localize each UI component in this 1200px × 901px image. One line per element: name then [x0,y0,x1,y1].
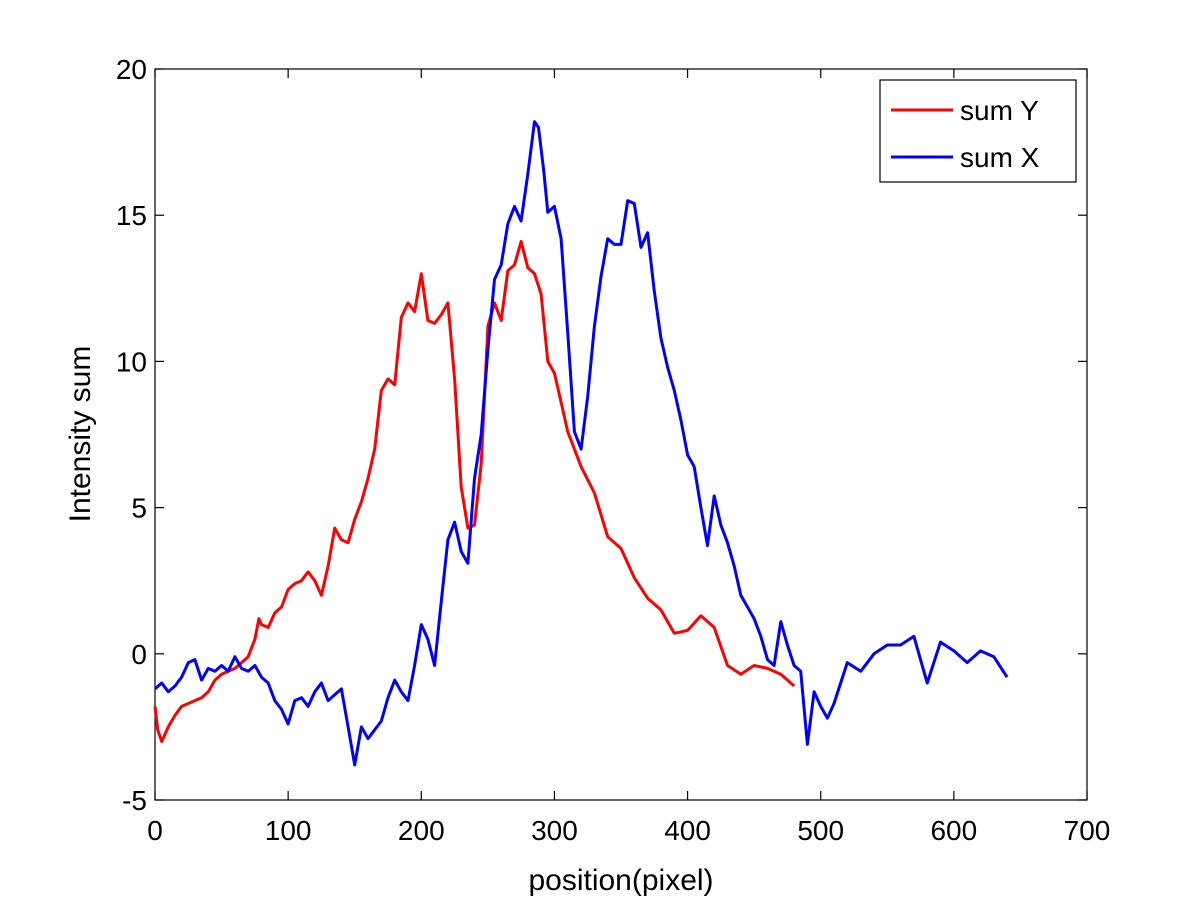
x-tick-label: 300 [531,815,578,846]
x-axis-label: position(pixel) [528,864,713,897]
legend-label-sum-x: sum X [960,142,1040,173]
x-tick-label: 500 [797,815,844,846]
x-tick-label: 0 [147,815,163,846]
y-tick-label: 0 [131,639,147,670]
series-line-sum-x [154,120,1009,767]
x-tick-label: 200 [398,815,445,846]
y-tick-label: 20 [116,54,147,85]
legend-label-sum-y: sum Y [960,95,1039,126]
y-tick-label: 5 [131,493,147,524]
x-tick-label: 400 [664,815,711,846]
x-tick-label: 600 [930,815,977,846]
plot-area [154,68,1088,801]
y-tick-label: 15 [116,200,147,231]
x-tick-label: 100 [265,815,312,846]
legend: sum Y sum X [879,79,1077,183]
y-tick-label: 10 [116,346,147,377]
legend-box [879,79,1077,183]
x-tick-label: 700 [1064,815,1111,846]
series-layer [153,120,1009,767]
y-tick-label: -5 [122,785,147,816]
y-axis-label: Intensity sum [64,346,97,523]
